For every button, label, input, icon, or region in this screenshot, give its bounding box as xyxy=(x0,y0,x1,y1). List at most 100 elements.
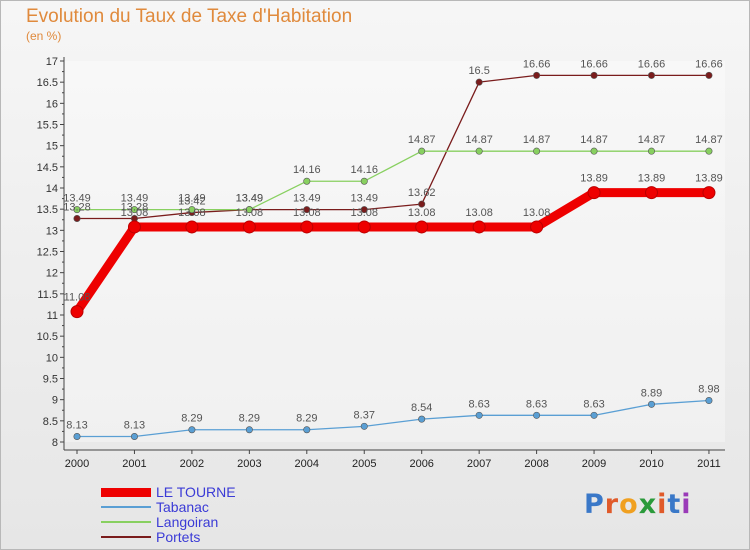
data-point xyxy=(590,411,598,419)
data-point xyxy=(475,411,483,419)
data-label: 13.08 xyxy=(121,207,149,219)
data-label: 13.49 xyxy=(63,193,91,205)
data-point xyxy=(188,206,196,214)
data-label: 13.08 xyxy=(236,207,264,219)
data-label: 13.08 xyxy=(465,207,493,219)
series-line-tabanac xyxy=(76,399,710,438)
data-label: 13.89 xyxy=(638,173,666,185)
data-point xyxy=(705,71,713,79)
x-tick-label: 2005 xyxy=(352,458,376,470)
y-tick-label: 13.5 xyxy=(37,204,58,216)
data-label: 14.16 xyxy=(350,164,378,176)
data-label: 13.42 xyxy=(178,196,206,208)
data-label: 13.49 xyxy=(236,193,264,205)
data-label: 14.87 xyxy=(408,134,436,146)
data-point xyxy=(645,186,658,200)
y-tick-label: 12.5 xyxy=(37,247,58,259)
legend-item-langoiran: Langoiran xyxy=(101,515,301,530)
chart-legend: LE TOURNE Tabanac Langoiran Portets xyxy=(101,485,301,545)
data-point xyxy=(647,147,655,155)
y-tick-label: 12 xyxy=(46,268,58,280)
data-point xyxy=(130,206,138,214)
x-tick-label: 2008 xyxy=(524,458,548,470)
data-label: 13.08 xyxy=(523,207,551,219)
data-point xyxy=(357,220,371,234)
data-point xyxy=(303,177,311,185)
data-label: 13.08 xyxy=(178,207,206,219)
data-label: 16.66 xyxy=(638,58,666,70)
series-line-langoiran xyxy=(76,150,710,211)
data-point xyxy=(702,186,716,200)
chart-title: Evolution du Taux de Taxe d'Habitation xyxy=(26,6,353,27)
plot-area xyxy=(64,61,725,442)
data-point xyxy=(360,206,368,214)
data-label: 13.49 xyxy=(236,193,264,205)
x-tick-label: 2011 xyxy=(697,458,721,470)
data-point xyxy=(70,305,84,319)
data-point xyxy=(418,415,426,423)
data-point xyxy=(130,432,138,440)
data-point xyxy=(533,411,541,419)
series-line-portets xyxy=(76,74,710,220)
y-tick-label: 9.5 xyxy=(43,374,58,386)
data-point xyxy=(418,200,426,208)
data-label: 14.16 xyxy=(293,164,321,176)
data-point xyxy=(418,147,426,155)
data-point xyxy=(415,220,429,234)
legend-item-portets: Portets xyxy=(101,530,301,545)
data-label: 8.63 xyxy=(526,398,547,410)
x-tick-label: 2001 xyxy=(122,458,146,470)
data-point xyxy=(475,78,483,86)
legend-label-portets: Portets xyxy=(156,529,201,545)
data-point xyxy=(300,220,314,234)
y-tick-label: 15 xyxy=(46,141,58,153)
data-label: 13.28 xyxy=(121,201,149,213)
data-point xyxy=(590,71,598,79)
data-label: 16.66 xyxy=(580,58,608,70)
data-label: 8.13 xyxy=(66,419,87,431)
data-label: 8.37 xyxy=(354,409,375,421)
data-point xyxy=(533,71,541,79)
proxiti-logo: Proxiti xyxy=(584,489,692,520)
data-label: 8.29 xyxy=(296,413,317,425)
x-tick-label: 2002 xyxy=(180,458,204,470)
data-label: 13.08 xyxy=(408,207,436,219)
logo-letter: r xyxy=(604,489,620,520)
data-label: 8.54 xyxy=(411,402,432,414)
legend-label-langoiran: Langoiran xyxy=(156,514,219,530)
data-label: 16.66 xyxy=(695,58,723,70)
data-point xyxy=(73,206,81,214)
logo-letter: i xyxy=(681,489,692,520)
data-point xyxy=(475,147,483,155)
y-tick-label: 9 xyxy=(52,395,58,407)
data-point xyxy=(705,147,713,155)
x-tick-label: 2006 xyxy=(409,458,433,470)
data-point xyxy=(587,186,601,200)
data-point xyxy=(647,71,655,79)
data-point xyxy=(647,400,655,408)
y-tick-label: 16.5 xyxy=(37,77,58,89)
data-label: 13.08 xyxy=(293,207,321,219)
chart-subtitle: (en %) xyxy=(26,29,62,43)
x-tick-label: 2003 xyxy=(237,458,261,470)
data-point xyxy=(303,426,311,434)
data-label: 8.29 xyxy=(181,413,202,425)
data-point xyxy=(705,397,713,405)
data-point xyxy=(185,220,199,234)
y-tick-label: 10.5 xyxy=(37,331,58,343)
data-point xyxy=(188,426,196,434)
x-tick-label: 2010 xyxy=(639,458,663,470)
x-tick-label: 2007 xyxy=(467,458,491,470)
y-tick-label: 17 xyxy=(46,56,58,68)
data-label: 8.98 xyxy=(698,384,719,396)
y-tick-label: 16 xyxy=(46,98,58,110)
data-label: 16.5 xyxy=(468,65,489,77)
legend-swatch-langoiran xyxy=(101,521,151,523)
legend-item-le-tourne: LE TOURNE xyxy=(101,485,301,500)
data-label: 11.08 xyxy=(64,292,91,304)
data-point xyxy=(360,422,368,430)
data-label: 16.66 xyxy=(523,58,551,70)
legend-label-tabanac: Tabanac xyxy=(156,499,209,515)
